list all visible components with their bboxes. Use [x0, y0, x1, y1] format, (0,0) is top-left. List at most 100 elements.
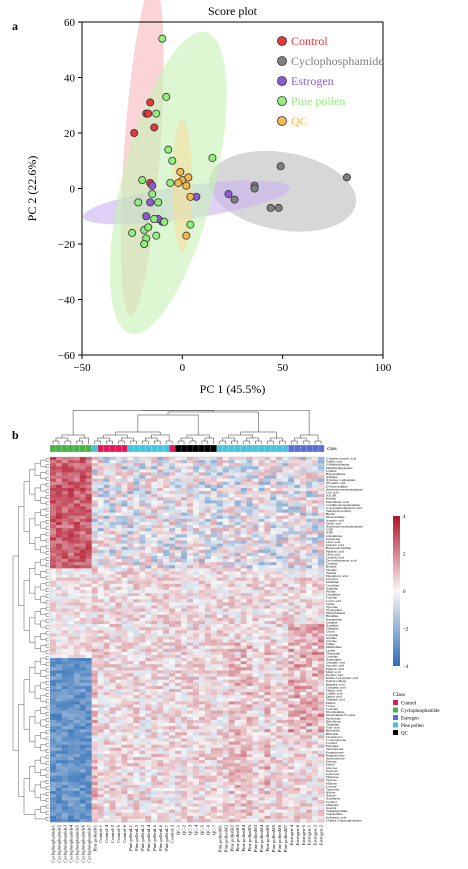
heatmap-cell-101-27 [210, 769, 218, 773]
heatmap-cell-59-5 [79, 639, 86, 643]
heatmap-cell-1-30 [228, 460, 235, 464]
data-point-1-2 [276, 162, 285, 171]
heatmap-cell-105-19 [163, 781, 170, 786]
heatmap-cell-65-10 [109, 658, 116, 662]
heatmap-cell-103-0 [50, 775, 57, 779]
heatmap-cell-65-9 [103, 658, 110, 662]
heatmap-cell-79-11 [115, 701, 122, 705]
heatmap-cell-53-2 [61, 620, 69, 625]
heatmap-cell-81-22 [181, 707, 188, 711]
heatmap-cell-97-14 [133, 757, 140, 761]
heatmap-cell-98-23 [187, 760, 194, 764]
heatmap-cell-90-8 [97, 735, 104, 739]
heatmap-cell-34-7 [91, 562, 98, 566]
heatmap-cell-59-27 [210, 639, 218, 643]
heatmap-cell-67-11 [115, 664, 122, 668]
heatmap-cell-8-22 [181, 481, 188, 486]
heatmap-cell-87-5 [79, 726, 86, 730]
heatmap-cell-6-21 [175, 475, 182, 479]
heatmap-cell-32-9 [103, 555, 110, 560]
heatmap-cell-116-0 [50, 815, 57, 820]
heatmap-cell-84-24 [192, 716, 200, 721]
heatmap-cell-12-10 [109, 494, 116, 498]
heatmap-cell-114-35 [258, 809, 265, 813]
heatmap-cell-105-20 [169, 781, 176, 786]
heatmap-cell-89-28 [216, 732, 223, 736]
heatmap-cell-57-32 [240, 633, 247, 637]
heatmap-cell-26-34 [252, 537, 259, 541]
heatmap-cell-74-35 [258, 685, 265, 690]
heatmap-cell-105-17 [151, 781, 158, 786]
heatmap-cell-77-23 [187, 695, 194, 699]
heatmap-cell-56-11 [115, 630, 122, 634]
heatmap-cell-24-21 [175, 531, 182, 535]
heatmap-cell-21-23 [187, 521, 194, 526]
heatmap-cell-14-27 [210, 500, 218, 504]
heatmap-cell-22-21 [175, 525, 182, 529]
heatmap-cell-8-40 [288, 481, 295, 486]
heatmap-cell-52-13 [127, 617, 134, 622]
heatmap-cell-15-6 [85, 503, 92, 507]
data-point-3-4 [168, 156, 177, 165]
heatmap-cell-81-33 [246, 707, 253, 711]
heatmap-cell-99-27 [210, 763, 218, 767]
heatmap-cell-50-15 [139, 611, 146, 616]
heatmap-cell-2-9 [103, 463, 110, 467]
heatmap-cell-74-20 [169, 685, 176, 690]
heatmap-cell-94-4 [73, 747, 81, 752]
heatmap-cell-3-2 [61, 466, 69, 470]
heatmap-cell-0-16 [145, 457, 152, 461]
heatmap-cell-49-8 [97, 608, 104, 612]
heatmap-cell-110-33 [246, 797, 253, 801]
heatmap-cell-46-25 [198, 599, 206, 603]
heatmap-cell-80-23 [187, 704, 194, 708]
heatmap-cell-28-12 [121, 543, 128, 547]
heatmap-cell-46-30 [228, 599, 235, 603]
heatmap-cell-111-36 [264, 800, 271, 804]
heatmap-cell-44-8 [97, 593, 104, 597]
heatmap-cell-20-17 [151, 518, 158, 523]
heatmap-cell-28-13 [127, 543, 134, 547]
heatmap-cell-95-2 [61, 750, 69, 755]
heatmap-cell-4-23 [187, 469, 194, 473]
heatmap-cell-96-40 [288, 753, 295, 758]
heatmap-cell-101-12 [121, 769, 128, 773]
heatmap-cell-34-31 [234, 562, 241, 566]
heatmap-cell-101-5 [79, 769, 86, 773]
heatmap-cell-86-2 [61, 723, 69, 727]
heatmap-cell-6-25 [198, 475, 206, 479]
heatmap-cell-43-33 [246, 590, 253, 594]
heatmap-cell-92-26 [204, 741, 212, 745]
heatmap-cell-93-20 [169, 744, 176, 749]
heatmap-cell-65-2 [61, 658, 69, 662]
heatmap-cell-103-13 [127, 775, 134, 779]
heatmap-cell-47-9 [103, 602, 110, 606]
heatmap-cell-77-31 [234, 695, 241, 699]
heatmap-cell-78-3 [67, 698, 75, 702]
heatmap-cell-55-15 [139, 627, 146, 631]
heatmap-cell-110-5 [79, 797, 86, 801]
heatmap-cell-72-39 [282, 679, 289, 684]
data-point-4-2 [182, 181, 191, 190]
heatmap-cell-51-7 [91, 614, 98, 619]
heatmap-cell-8-21 [175, 481, 182, 486]
heatmap-cell-23-3 [67, 528, 75, 532]
heatmap-cell-111-7 [91, 800, 98, 804]
heatmap-cell-21-36 [264, 521, 271, 526]
heatmap-cell-96-10 [109, 753, 116, 758]
heatmap-cell-19-23 [187, 515, 194, 520]
heatmap-cell-15-21 [175, 503, 182, 507]
heatmap-cell-85-37 [270, 719, 277, 724]
heatmap-cell-110-38 [276, 797, 283, 801]
heatmap-cell-79-9 [103, 701, 110, 705]
heatmap-cell-31-27 [210, 552, 218, 557]
heatmap-cell-85-11 [115, 719, 122, 724]
heatmap-cell-4-26 [204, 469, 212, 473]
heatmap-cell-91-17 [151, 738, 158, 742]
heatmap-cell-115-23 [187, 812, 194, 817]
heatmap-cell-0-3 [67, 457, 75, 461]
heatmap-cell-110-23 [187, 797, 194, 801]
heatmap-cell-41-36 [264, 583, 271, 588]
heatmap-cell-72-1 [55, 679, 63, 684]
